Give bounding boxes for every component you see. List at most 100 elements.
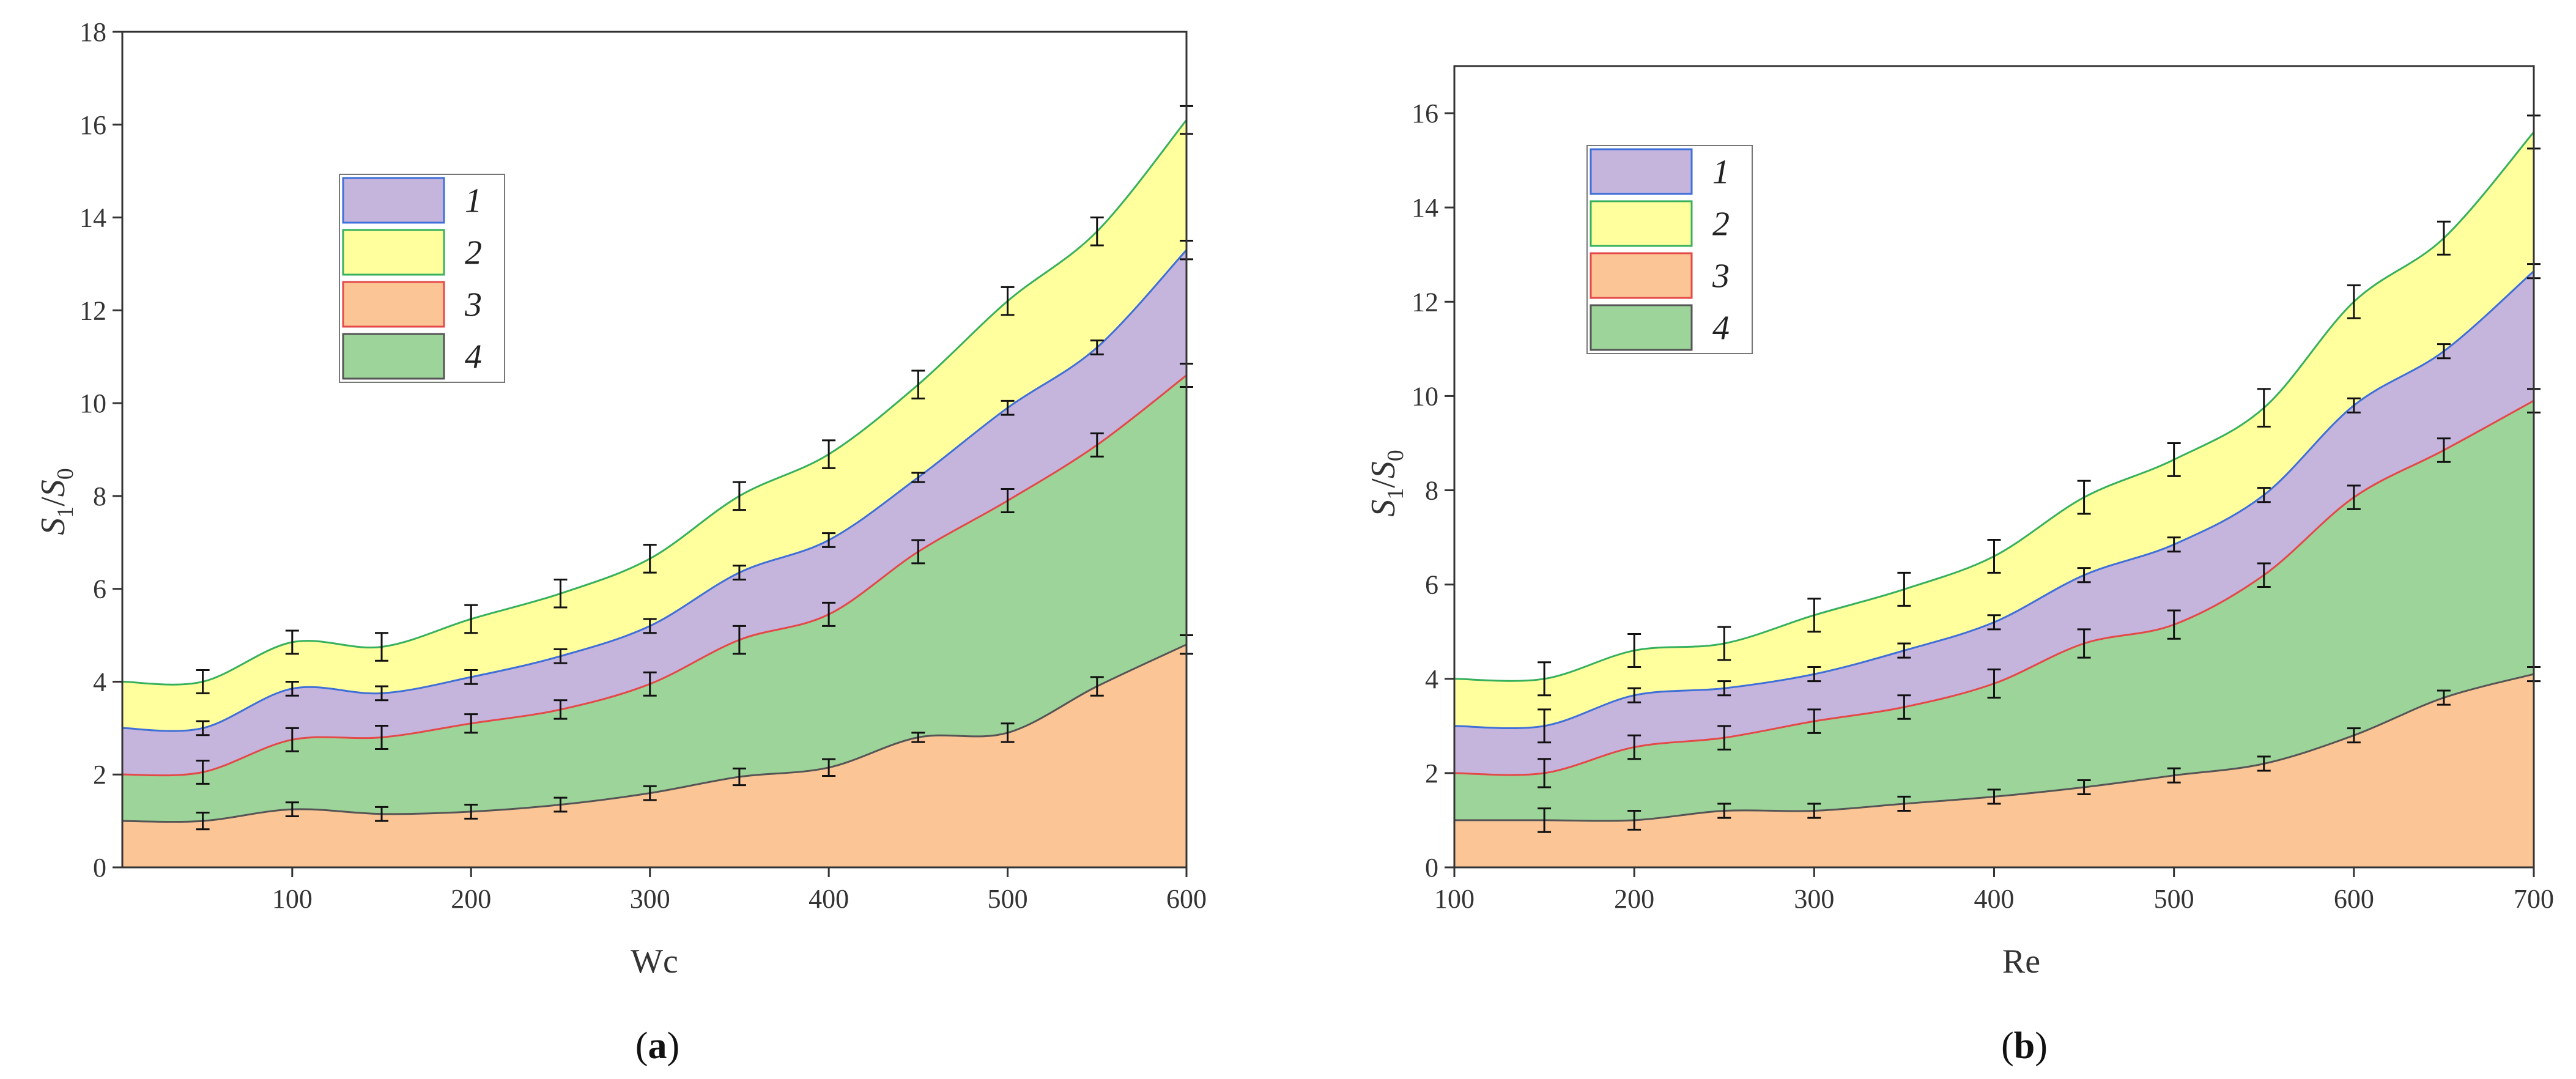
y-tick-label: 0 [1425,853,1438,883]
y-axis-label-b: S1/S0 [1364,450,1408,517]
error-bar [2077,779,2091,796]
legend-label: 1 [1712,154,1730,191]
caption-b: (b) [2001,1025,2048,1067]
y-tick-label: 2 [93,760,106,790]
error-bar [1717,725,1731,751]
error-bar [1897,571,1911,607]
legend-label: 1 [465,182,482,220]
area-band-3 [122,644,1186,867]
error-bar [732,481,746,511]
error-bar [2167,536,2181,553]
error-bars-a [196,105,1193,831]
y-axis-label-a: S1/S0 [34,468,78,535]
legend-label: 4 [1712,310,1730,347]
error-bar [1897,694,1911,720]
error-bar [1717,626,1731,661]
legend-label: 4 [465,338,482,376]
error-bar [1627,633,1641,668]
error-bar [285,727,299,752]
error-bar [553,648,568,664]
error-bar [464,604,478,634]
y-tick-label: 14 [1412,193,1438,223]
y-tick-label: 10 [80,388,106,418]
legend-swatch [1590,252,1693,299]
error-bar [1538,758,1552,788]
error-bar [2347,727,2361,744]
error-bar [911,732,925,743]
error-bar [2257,755,2271,772]
error-bar [822,532,836,548]
legend-label: 2 [1712,206,1730,243]
error-bars-b [1538,114,2541,833]
error-bar [643,544,657,574]
x-tick-label: 400 [1974,884,2015,914]
legend-b: 1 2 3 4 [1586,145,1753,354]
legend-swatch [342,333,445,380]
plot-frame [121,31,1188,869]
error-bar [553,578,568,609]
x-axis-label-a: Wc [631,943,678,981]
error-bar [1807,708,1821,734]
error-bar [196,669,210,694]
error-bar [2437,689,2451,706]
error-bar [2347,397,2361,413]
legend-swatch [342,281,445,328]
error-bar [375,725,389,750]
error-bar [2077,567,2091,584]
error-bar [643,785,657,801]
legend-entry-3: 3 [342,281,482,328]
boundary-line-2 [122,119,1188,686]
error-bar [822,439,836,469]
error-bar [1987,614,2001,631]
error-bar [1717,680,1731,697]
y-tick-label: 14 [80,203,106,233]
y-tick-label: 8 [93,481,106,511]
error-bar [1897,795,1911,812]
y-tick-label: 16 [1412,98,1438,128]
y-tick-label: 2 [1425,758,1438,788]
caption-a: (a) [635,1025,679,1067]
x-tick-label: 600 [2334,884,2374,914]
error-bar [375,685,389,702]
x-tick-label: 600 [1166,884,1207,914]
error-bar [1987,788,2001,805]
boundary-line-1 [122,249,1188,732]
area-band-4 [1454,401,2534,821]
error-bar [1001,722,1015,743]
error-bar [464,804,478,820]
legend-swatch [342,229,445,276]
legend-swatch [1590,200,1693,247]
error-bar [911,369,925,400]
error-bar [553,699,568,720]
y-tick-label: 6 [1425,570,1438,600]
error-bar [732,767,746,787]
error-bar [375,632,389,662]
y-tick-label: 0 [93,853,106,883]
error-bar [1090,339,1104,355]
error-bar [1001,399,1015,416]
axes-a [121,31,1188,869]
error-bar [285,629,299,655]
legend-entry-3: 3 [1590,252,1730,299]
x-tick-label: 200 [1614,884,1654,914]
error-bar [1807,666,1821,683]
area-band-4 [122,375,1186,822]
area-band-3 [1454,674,2534,867]
error-bar [2347,284,2361,319]
error-bar [1001,488,1015,513]
error-bar [732,625,746,655]
legend-swatch [342,177,445,224]
legend-label: 3 [1712,258,1730,295]
error-bar [1627,687,1641,703]
error-bar [1001,286,1015,316]
error-bar [196,720,210,736]
error-bar [822,601,836,627]
y-tick-label: 4 [93,667,106,697]
error-bar [196,811,210,831]
boundary-line-2 [1454,131,2535,682]
error-bar [643,671,657,697]
error-bar [1987,538,2001,574]
error-bar [822,758,836,777]
y-tick-label: 8 [1425,476,1438,506]
legend-entry-2: 2 [342,229,482,276]
